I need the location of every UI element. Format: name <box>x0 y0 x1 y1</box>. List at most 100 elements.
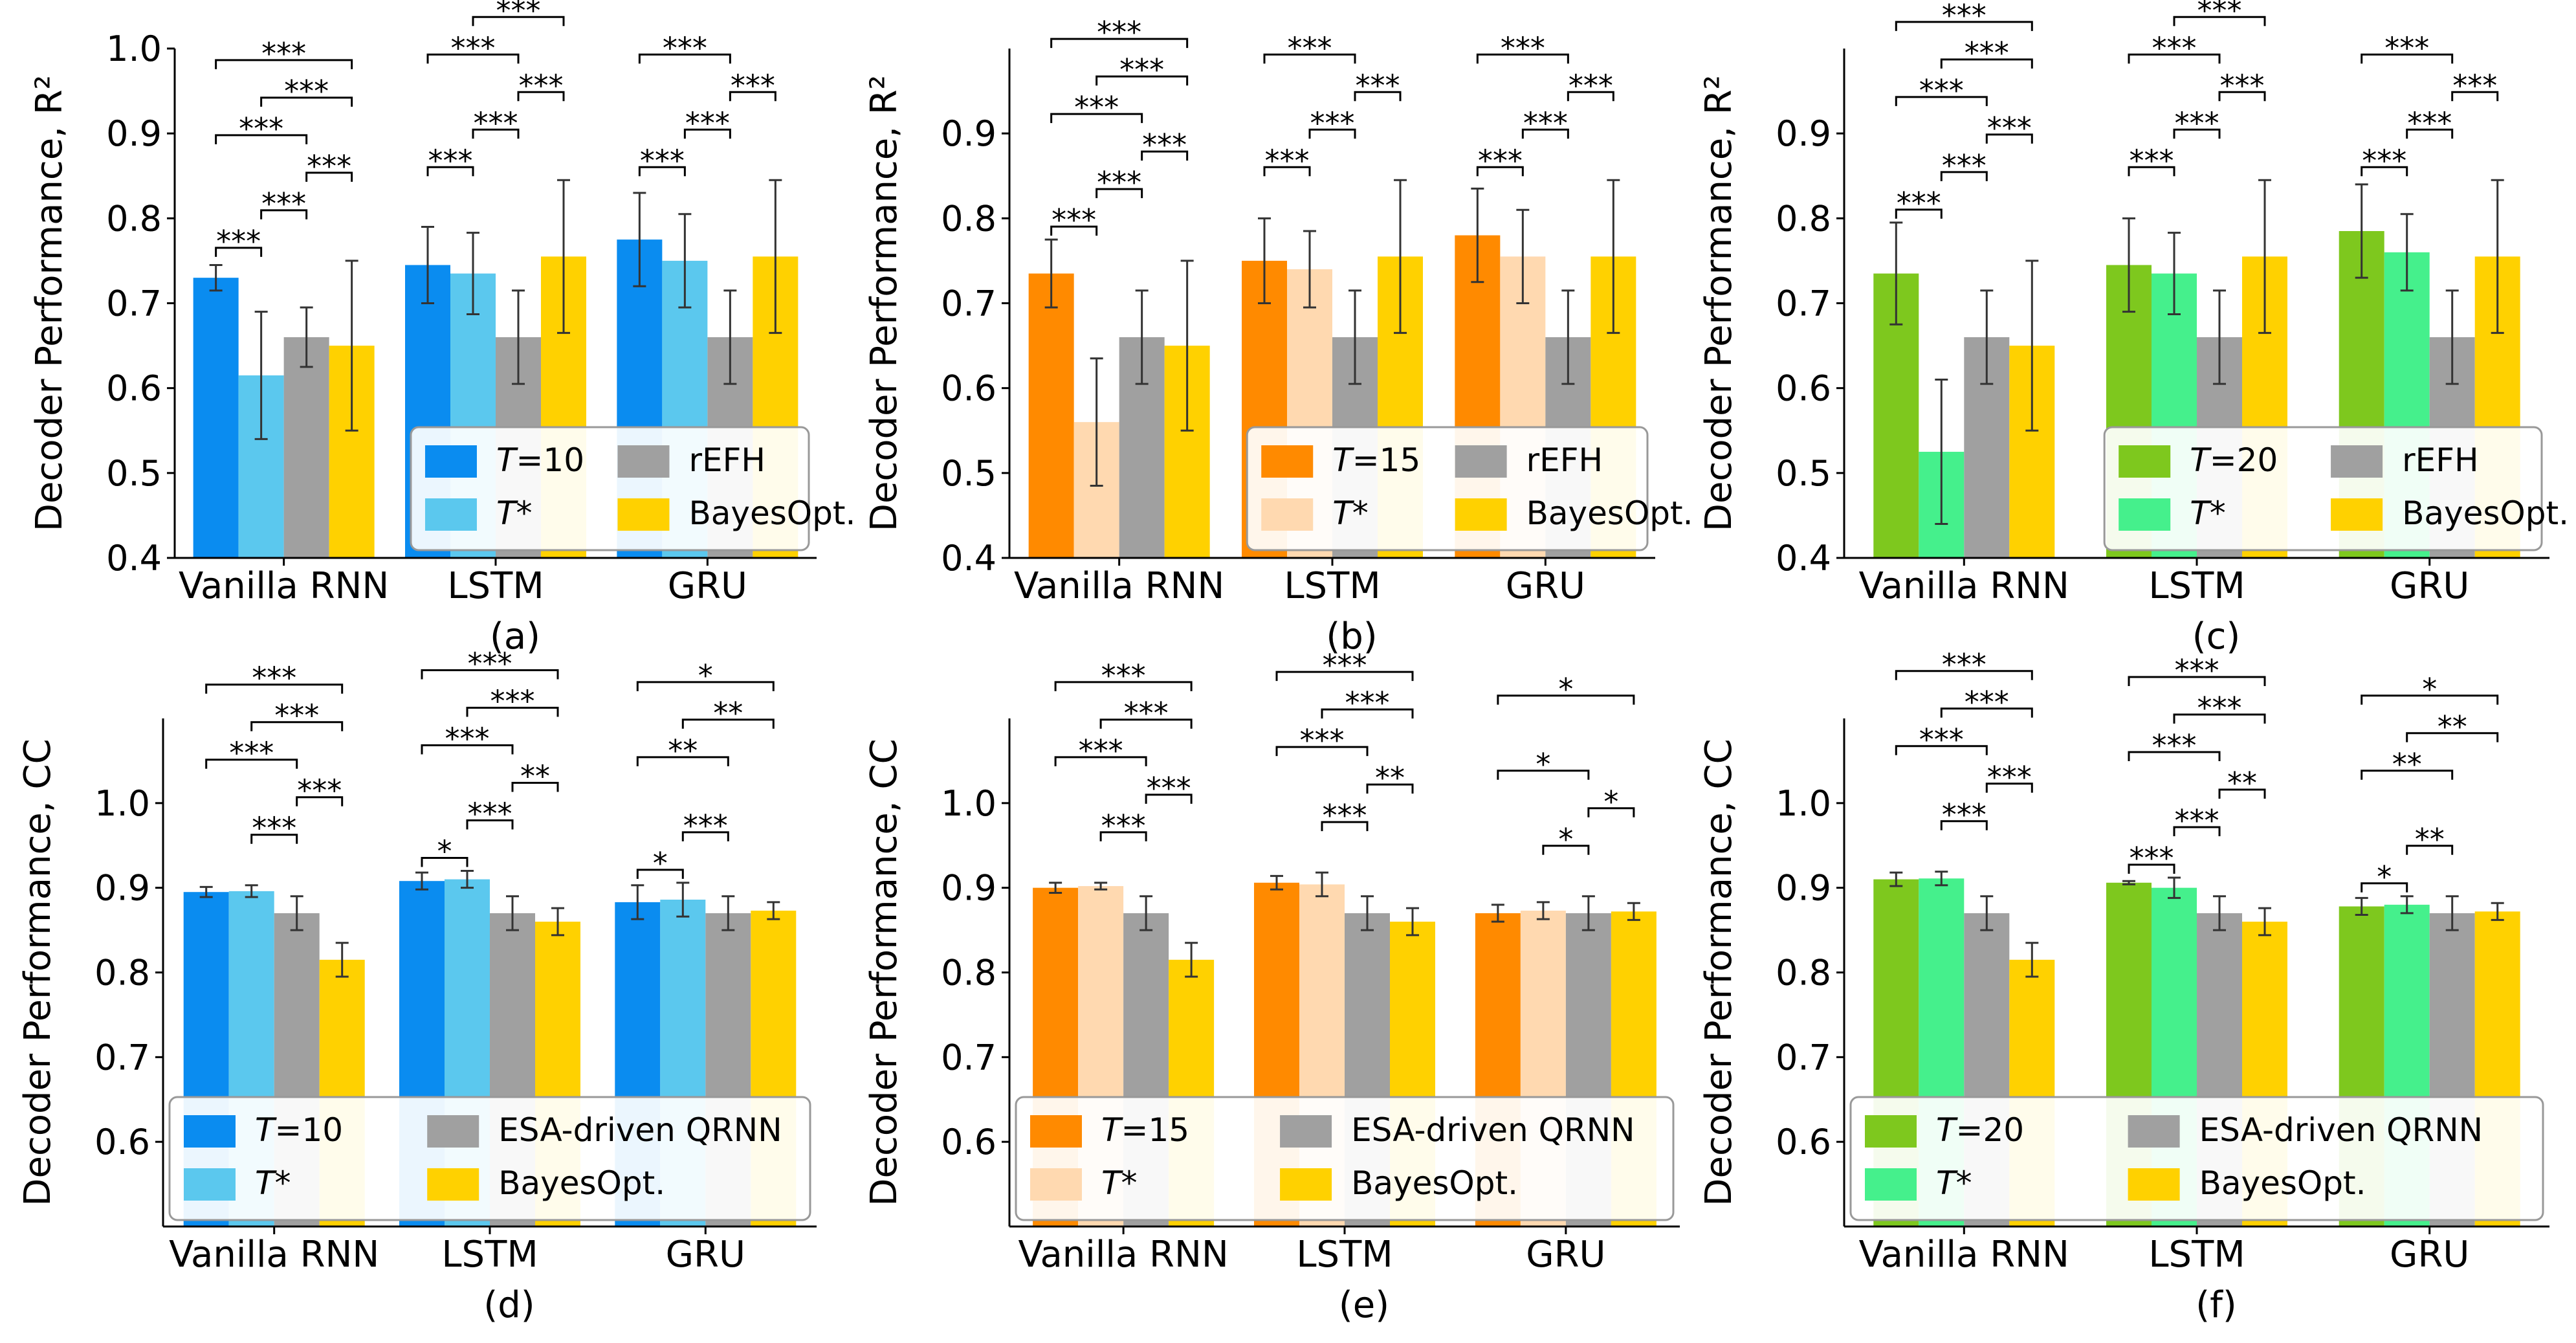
x-tick-label: Vanilla RNN <box>1859 565 2069 607</box>
y-tick-label: 0.8 <box>1776 953 1831 993</box>
significance-label: * <box>2377 860 2392 894</box>
significance-label: * <box>698 658 713 693</box>
significance-bracket <box>1940 707 2033 718</box>
significance-label: *** <box>1569 68 1613 103</box>
significance-bracket <box>2173 713 2266 724</box>
legend-label: T* <box>255 1164 291 1202</box>
significance-label: *** <box>1051 203 1096 238</box>
significance-label: *** <box>2152 30 2197 65</box>
y-axis-label: Decoder Performance, CC <box>863 738 905 1206</box>
y-tick-label: 0.8 <box>1776 198 1831 239</box>
y-tick-label: 0.6 <box>941 1122 996 1162</box>
significance-label: *** <box>216 224 261 259</box>
y-tick-label: 0.6 <box>106 368 162 409</box>
significance-bracket <box>2451 91 2499 102</box>
significance-bracket <box>2218 788 2266 799</box>
y-tick-label: 0.6 <box>94 1122 150 1162</box>
legend-swatch <box>1261 498 1314 531</box>
significance-label: * <box>1536 747 1550 782</box>
significance-bracket <box>296 796 344 806</box>
significance-label: *** <box>468 647 512 682</box>
legend-box <box>168 1096 811 1221</box>
y-tick-label: 0.7 <box>94 1037 150 1078</box>
legend-label: BayesOpt. <box>1351 1164 1518 1202</box>
significance-label: *** <box>239 111 283 146</box>
significance-label: *** <box>1942 647 1987 682</box>
significance-label: *** <box>274 698 319 733</box>
x-tick-label: Vanilla RNN <box>1018 1234 1228 1276</box>
legend-swatch <box>1865 1168 1917 1201</box>
significance-label: *** <box>2220 68 2265 103</box>
significance-label: *** <box>1987 111 2032 146</box>
significance-bracket <box>2173 16 2266 27</box>
x-tick-label: LSTM <box>1296 1234 1393 1276</box>
legend-swatch <box>2331 445 2383 478</box>
legend-swatch <box>2128 1168 2180 1201</box>
significance-label: *** <box>640 143 685 178</box>
significance-label: *** <box>474 105 518 140</box>
significance-label: *** <box>1965 36 2009 71</box>
legend-label: BayesOpt. <box>688 494 855 532</box>
significance-bracket <box>1308 128 1356 139</box>
y-tick-label: 0.8 <box>941 953 996 993</box>
significance-label: *** <box>1942 797 1987 832</box>
panel-label: (f) <box>2196 1284 2236 1326</box>
legend-swatch <box>1030 1115 1082 1148</box>
y-tick-label: 0.9 <box>941 868 996 909</box>
legend-label: rEFH <box>2402 441 2479 479</box>
y-axis-label: Decoder Performance, CC <box>1698 738 1740 1206</box>
significance-bracket <box>1985 133 2033 144</box>
y-tick-label: 0.6 <box>941 368 996 409</box>
chart-panel-1: ****************** **********************… <box>28 0 855 658</box>
significance-bracket <box>638 53 731 64</box>
significance-bracket <box>511 782 559 792</box>
significance-bracket <box>2128 676 2266 686</box>
significance-bracket <box>2128 751 2221 761</box>
significance-bracket <box>1895 96 1988 106</box>
significance-label: *** <box>1523 105 1568 140</box>
legend-label: T=10 <box>496 441 584 479</box>
significance-label: * <box>437 834 452 869</box>
significance-bracket <box>517 91 565 102</box>
x-tick-label: Vanilla RNN <box>1859 1234 2069 1276</box>
significance-label: *** <box>2407 105 2452 140</box>
significance-bracket <box>2128 863 2175 874</box>
significance-label: *** <box>1942 148 1987 183</box>
chart-panel-6: ****************************************… <box>1698 647 2549 1326</box>
y-tick-label: 1.0 <box>941 783 996 824</box>
significance-bracket <box>1476 166 1524 177</box>
significance-bracket <box>1940 58 2033 69</box>
chart-panel-4: ***************************************0… <box>17 647 817 1326</box>
significance-bracket <box>1497 694 1635 705</box>
significance-bracket <box>2173 826 2221 836</box>
significance-label: *** <box>1323 648 1367 683</box>
legend-label: rEFH <box>688 441 765 479</box>
significance-label: *** <box>428 143 473 178</box>
significance-bracket <box>1895 21 2033 31</box>
significance-bracket <box>1542 845 1590 855</box>
panel-label: (b) <box>1326 616 1377 658</box>
y-tick-label: 0.9 <box>106 113 162 154</box>
legend-swatch <box>1865 1115 1917 1148</box>
legend-label: T=15 <box>1101 1111 1189 1149</box>
significance-bracket <box>681 831 729 841</box>
legend-label: BayesOpt. <box>2199 1164 2366 1202</box>
legend-swatch <box>427 1115 479 1148</box>
y-axis-label: Decoder Performance, CC <box>17 738 59 1206</box>
significance-label: ** <box>668 733 698 768</box>
legend-swatch <box>2119 445 2171 478</box>
legend-swatch <box>1261 445 1314 478</box>
significance-label: *** <box>685 105 730 140</box>
x-tick-label: LSTM <box>1284 565 1380 607</box>
significance-bracket <box>421 857 468 867</box>
significance-bracket <box>1054 681 1193 691</box>
significance-bracket <box>426 53 520 64</box>
significance-bracket <box>1275 671 1414 682</box>
significance-bracket <box>2406 732 2499 742</box>
chart-panel-5: ***************************** ****0.60.70… <box>863 648 1680 1326</box>
y-tick-label: 0.7 <box>1776 283 1831 324</box>
significance-bracket <box>1263 166 1311 177</box>
bar-T=10-Vanilla RNN <box>193 278 239 558</box>
y-tick-label: 0.9 <box>1776 113 1831 154</box>
legend-box <box>1849 1096 2544 1221</box>
